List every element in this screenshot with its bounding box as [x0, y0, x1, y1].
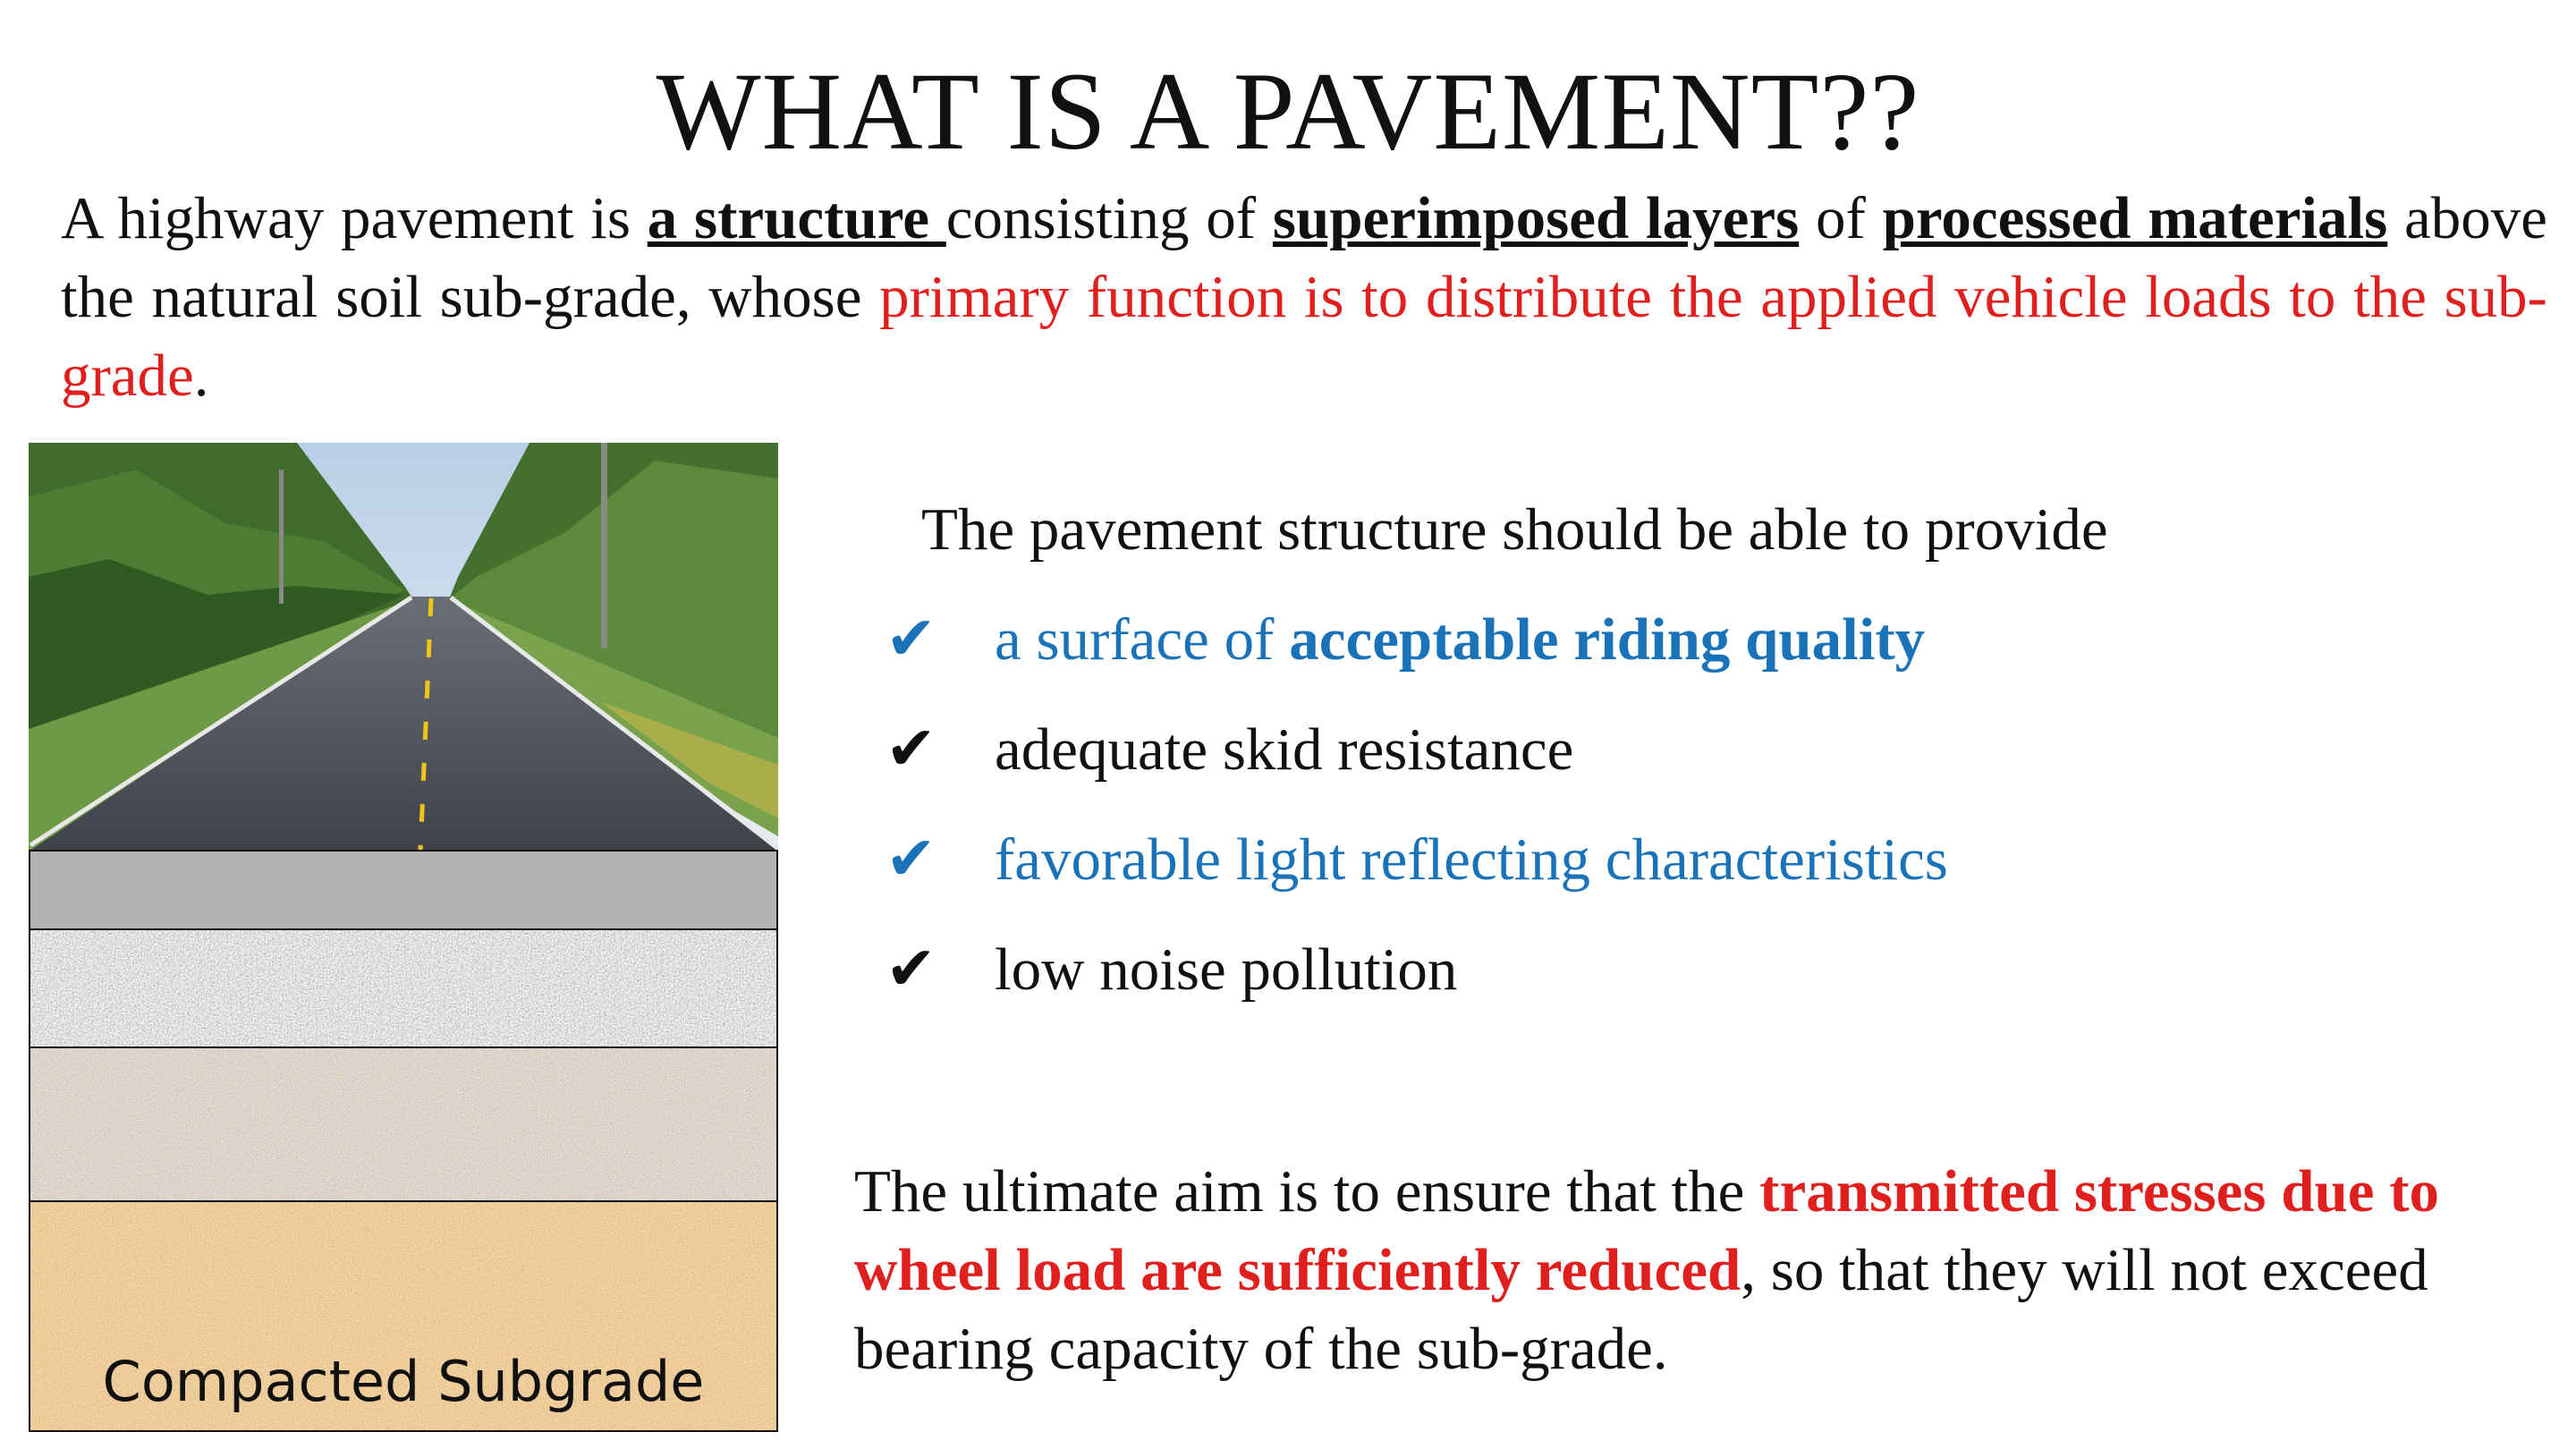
- check-icon: ✔: [886, 714, 936, 784]
- subbase-layer: [29, 1046, 778, 1204]
- subgrade-label: Compacted Subgrade: [102, 1349, 705, 1414]
- list-item: ✔ adequate skid resistance: [886, 714, 1948, 824]
- intro-underline-materials: processed materials: [1882, 185, 2388, 251]
- intro-text: A highway pavement is: [61, 185, 648, 251]
- intro-underline-structure: a structure: [647, 185, 946, 251]
- check-icon: ✔: [886, 604, 936, 674]
- check-icon: ✔: [886, 824, 936, 894]
- intro-text: .: [193, 343, 209, 409]
- provide-heading: The pavement structure should be able to…: [921, 496, 2108, 563]
- list-item-text: favorable light reflecting characteristi…: [995, 826, 1948, 893]
- intro-underline-layers: superimposed layers: [1272, 185, 1800, 251]
- subgrade-layer: [29, 1200, 778, 1432]
- aim-highlight: transmitted stresses due to wheel load a…: [854, 1158, 2440, 1303]
- check-icon: ✔: [886, 934, 936, 1004]
- list-item-text: low noise pollution: [995, 936, 1458, 1003]
- surface-layer: [29, 850, 778, 932]
- list-item: ✔ a surface of acceptable riding quality: [886, 604, 1948, 714]
- road-photo: [29, 443, 778, 852]
- aim-text: , so that they will not exceed bearing c…: [854, 1237, 2428, 1382]
- list-item-text: a surface of acceptable riding quality: [995, 604, 1925, 675]
- ultimate-aim-paragraph: The ultimate aim is to ensure that the t…: [854, 1152, 2540, 1388]
- intro-paragraph: A highway pavement is a structure consis…: [61, 179, 2547, 415]
- list-item-text: adequate skid resistance: [995, 716, 1574, 783]
- list-item: ✔ low noise pollution: [886, 934, 1948, 1044]
- slide-title: WHAT IS A PAVEMENT??: [656, 50, 1920, 173]
- list-item-bold: acceptable riding quality: [1289, 606, 1926, 673]
- aim-text: The ultimate aim is to ensure that the: [854, 1158, 1760, 1224]
- intro-primary-function: primary function is to distribute the ap…: [61, 264, 2547, 409]
- intro-text: above the natural soil sub-grade, whose: [61, 185, 2548, 330]
- list-item: ✔ favorable light reflecting characteris…: [886, 824, 1948, 934]
- intro-text: consisting of: [945, 185, 1273, 251]
- requirements-list: ✔ a surface of acceptable riding quality…: [886, 604, 1948, 1044]
- intro-text: of: [1799, 185, 1883, 251]
- list-item-prefix: a surface of: [995, 606, 1290, 673]
- pavement-layers-figure: Compacted Subgrade: [29, 443, 778, 1432]
- base-course-layer: [29, 928, 778, 1050]
